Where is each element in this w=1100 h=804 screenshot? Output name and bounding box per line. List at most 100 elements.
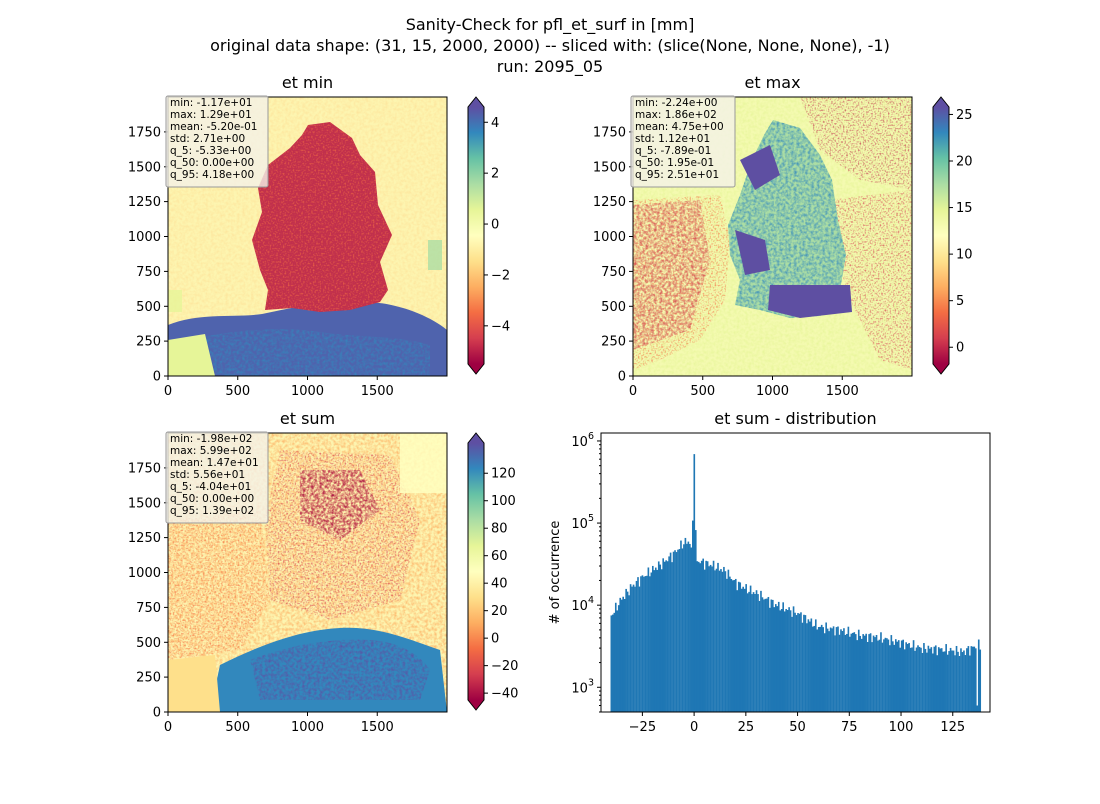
- histogram-bar: [946, 654, 949, 712]
- histogram-bar: [705, 560, 707, 712]
- histogram-bar: [746, 593, 749, 712]
- histogram-bar: [748, 591, 750, 712]
- colorbar: 25 20 15 10 5 0: [932, 96, 973, 375]
- colorbar-tick-label: 120: [491, 467, 516, 482]
- histogram-bar: [724, 571, 727, 712]
- histogram-bar: [717, 562, 719, 712]
- x-tick-label: 500: [225, 720, 250, 735]
- stat-q95: q_95: 2.51e+01: [635, 169, 719, 181]
- histogram-bar: [769, 607, 771, 712]
- histogram-bar: [610, 615, 613, 712]
- histogram-bar: [620, 599, 623, 712]
- stat-min: min: -1.98e+02: [170, 433, 252, 445]
- colorbar-extend-bottom: [468, 700, 484, 710]
- x-ticks: −25 0 25 50 75 100 125: [629, 712, 965, 735]
- histogram-bar: [616, 610, 619, 712]
- x-tick-label: 100: [889, 720, 914, 735]
- histogram-bar: [954, 655, 956, 712]
- histogram-bar: [757, 594, 759, 712]
- panel-title: et sum: [280, 409, 335, 428]
- histogram-bar: [712, 560, 715, 712]
- panel-et-sum: et sum 0 500 1000 1500 0 250 500 750 100…: [128, 409, 519, 735]
- histogram-bar: [949, 647, 952, 712]
- heatmap-image: [168, 97, 447, 376]
- y-tick-label: 750: [136, 601, 161, 616]
- stat-min: min: -2.24e+00: [635, 97, 717, 109]
- colorbar-extend-bottom: [468, 364, 484, 374]
- stats-box: min: -1.17e+01 max: 1.29e+01 mean: -5.20…: [165, 95, 269, 188]
- histogram-bar: [837, 626, 839, 712]
- colorbar-extend-top: [468, 433, 484, 443]
- histogram-bar: [897, 640, 900, 712]
- colorbar-tick-label: 5: [956, 294, 964, 309]
- colorbar-tick-label: 80: [491, 522, 508, 537]
- x-ticks: 0 500 1000 1500: [629, 376, 859, 399]
- colorbar-tick-label: 60: [491, 549, 508, 564]
- stat-std: std: 5.56e+01: [170, 469, 245, 481]
- colorbar-tick-label: 40: [491, 577, 508, 592]
- histogram-bar: [939, 648, 942, 712]
- histogram-bar: [761, 597, 764, 712]
- histogram-bar: [812, 626, 814, 712]
- histogram-bar: [619, 597, 622, 712]
- histogram-bar: [776, 606, 779, 712]
- x-tick-label: 75: [841, 720, 858, 735]
- histogram-bar: [963, 650, 965, 712]
- histogram-bar: [646, 575, 648, 712]
- histogram-bar: [614, 602, 617, 712]
- histogram-bar: [764, 598, 767, 712]
- histogram-bar: [957, 651, 959, 712]
- histogram-bar: [966, 648, 968, 712]
- colorbar-tick-label: −4: [491, 319, 510, 334]
- stat-mean: mean: 4.75e+00: [635, 121, 724, 133]
- histogram-bar: [819, 626, 822, 712]
- histogram-bar: [862, 634, 864, 712]
- histogram-bar: [654, 567, 657, 712]
- histogram-bar: [892, 641, 894, 712]
- histogram-bar: [908, 642, 910, 712]
- histogram-bar: [622, 596, 624, 712]
- histogram-bar: [850, 633, 853, 712]
- x-tick-label: 50: [789, 720, 806, 735]
- histogram-bar: [896, 641, 899, 712]
- histogram-bar: [866, 642, 869, 712]
- histogram-bar: [772, 599, 774, 712]
- histogram-bar: [846, 633, 848, 712]
- histogram-bar: [822, 627, 824, 712]
- histogram-bar: [825, 622, 827, 712]
- histogram-bar: [894, 639, 897, 712]
- y-tick-label: 250: [601, 335, 626, 350]
- histogram-bar: [807, 619, 810, 712]
- histogram-bar: [948, 651, 950, 712]
- histogram-bar: [777, 601, 780, 712]
- histogram-bar: [706, 561, 709, 712]
- histogram-bar: [829, 627, 832, 712]
- histogram-bar: [743, 588, 746, 712]
- histogram-bar: [859, 635, 862, 712]
- histogram-bar: [692, 520, 694, 712]
- y-tick-label: 1250: [593, 195, 626, 210]
- histogram-bar: [774, 604, 777, 712]
- y-tick-label: 1500: [128, 496, 161, 511]
- histogram-bars: [610, 454, 982, 712]
- colorbar-tick-label: 20: [956, 155, 973, 170]
- colorbar: 120 100 80 60 40 20 0 −20 −40: [467, 432, 518, 711]
- histogram-bar: [785, 609, 787, 712]
- histogram-bar: [708, 566, 710, 712]
- x-tick-label: 1500: [826, 384, 859, 399]
- histogram-bar: [849, 636, 851, 712]
- histogram-bar: [878, 639, 881, 712]
- stat-q5: q_5: -5.33e+00: [170, 145, 251, 157]
- histogram-bar: [653, 570, 656, 712]
- histogram-bar: [940, 648, 943, 712]
- histogram-bar: [792, 606, 795, 712]
- colorbar-tick-label: 25: [956, 108, 973, 123]
- histogram-bar: [915, 647, 918, 712]
- stat-max: max: 1.86e+02: [635, 109, 717, 121]
- histogram-bar: [629, 584, 632, 712]
- stat-max: max: 5.99e+02: [170, 445, 252, 457]
- x-tick-label: 0: [690, 720, 698, 735]
- histogram-bar: [783, 611, 786, 712]
- histogram-bar: [852, 632, 854, 712]
- histogram-bar: [841, 631, 844, 712]
